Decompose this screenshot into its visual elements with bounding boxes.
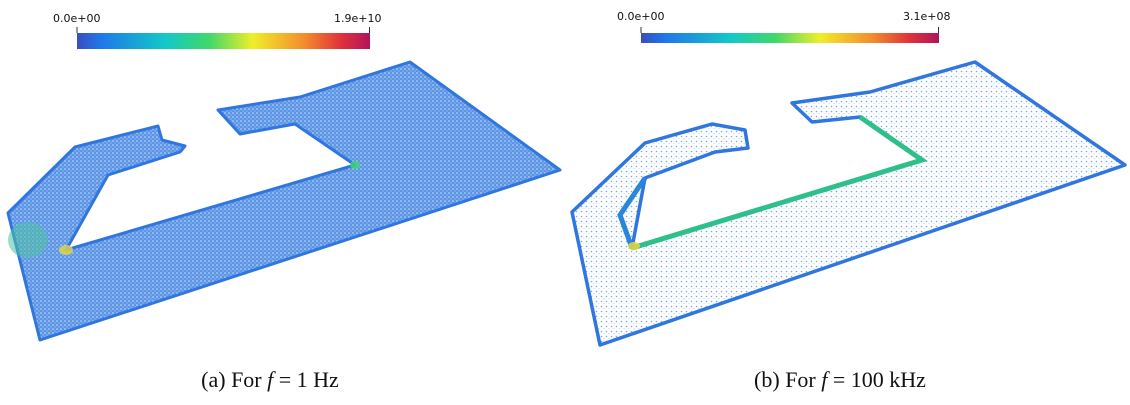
colorbar-min-label: 0.0e+00 xyxy=(53,12,100,25)
inner-edge xyxy=(631,114,928,251)
inner-edge xyxy=(617,176,648,249)
caption-label: (a) For xyxy=(201,367,262,392)
panel-b: 0.0e+00 3.1e+08 (b) For f = 100 kHz xyxy=(570,10,1127,392)
caption-variable: f xyxy=(821,367,830,392)
colorbar-max-label: 1.9e+10 xyxy=(334,12,381,25)
plate xyxy=(6,60,562,342)
field-highlight xyxy=(628,242,640,250)
field-highlight xyxy=(350,161,360,169)
caption-variable: f xyxy=(267,367,276,392)
colorbar-min-label: 0.0e+00 xyxy=(617,10,664,23)
caption: (b) For f = 100 kHz xyxy=(754,367,926,392)
colorbar xyxy=(641,33,939,43)
colorbar xyxy=(77,33,370,49)
caption: (a) For f = 1 Hz xyxy=(201,367,339,392)
plate xyxy=(570,60,1127,347)
panel-a: 0.0e+00 1.9e+10 (a) For f = 1 Hz xyxy=(6,12,562,392)
caption-value: = 1 Hz xyxy=(279,367,339,392)
caption-label: (b) For xyxy=(754,367,816,392)
colorbar-max-label: 3.1e+08 xyxy=(903,10,950,23)
field-highlight xyxy=(59,245,73,255)
field-highlight xyxy=(8,222,48,258)
caption-value: = 100 kHz xyxy=(833,367,926,392)
